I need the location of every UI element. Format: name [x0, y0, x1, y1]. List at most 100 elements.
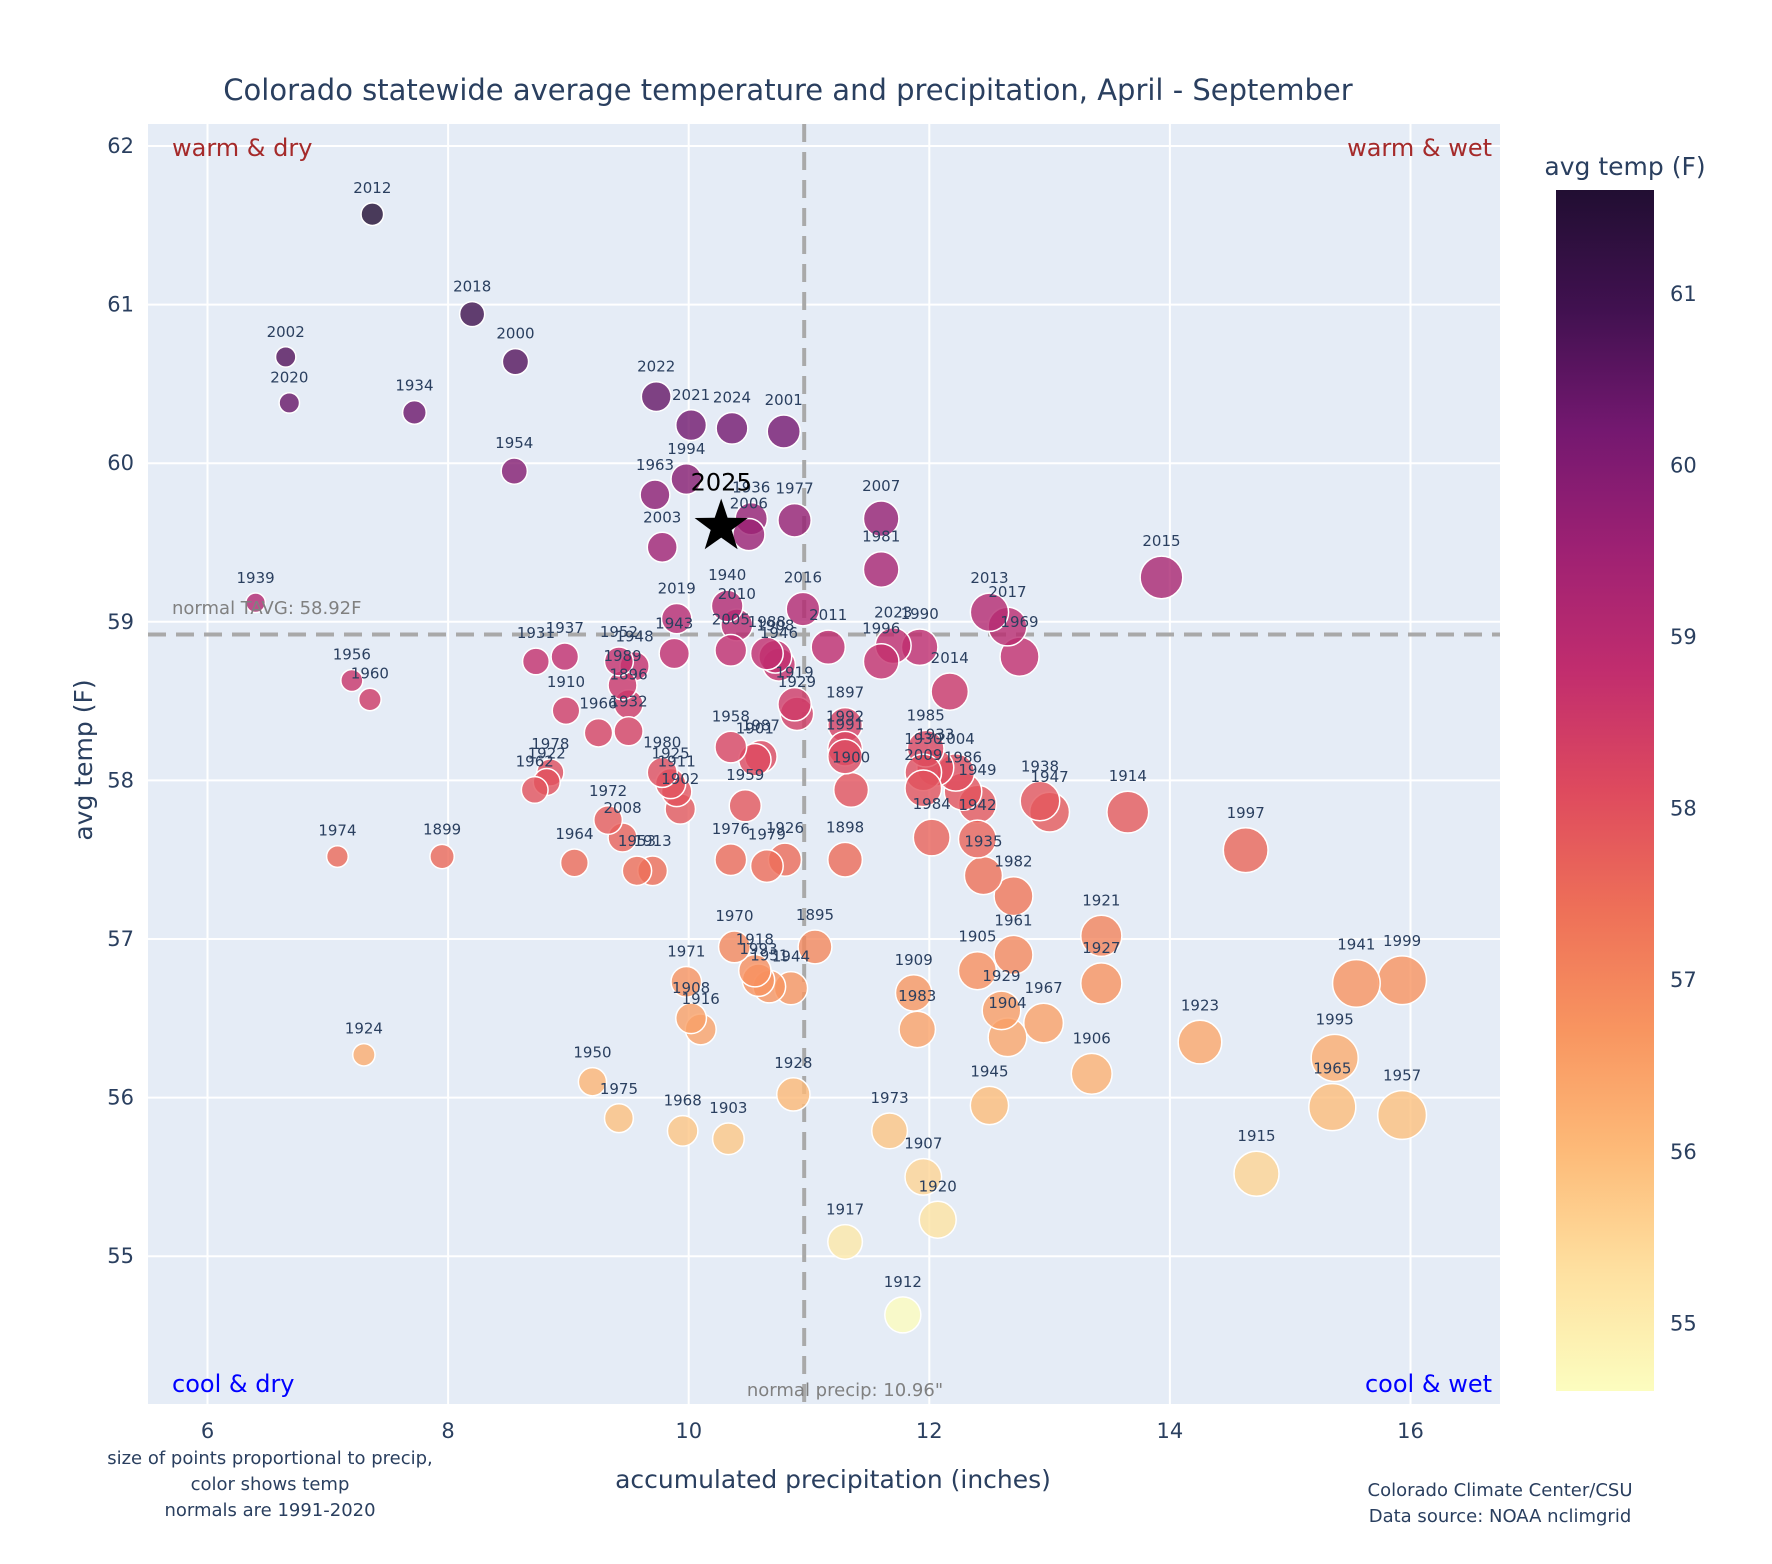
quadrant-label-warm-dry: warm & dry	[172, 134, 312, 162]
point-label: 1932	[609, 693, 647, 711]
point-1905	[957, 950, 998, 991]
point-1977	[777, 502, 812, 538]
point-label: 1910	[547, 673, 585, 691]
point-2019	[660, 602, 693, 635]
point-2022	[640, 380, 672, 413]
point-label: 1958	[712, 707, 750, 725]
point-label: 1922	[528, 744, 566, 762]
point-label: 1919	[775, 664, 813, 682]
point-2011	[810, 629, 847, 666]
point-1920	[918, 1200, 957, 1239]
point-label: 2001	[765, 391, 803, 409]
point-1983	[898, 1010, 937, 1049]
point-label: 1896	[609, 666, 647, 684]
point-label: 1934	[395, 377, 433, 395]
point-label: 1965	[1313, 1060, 1351, 1078]
point-label: 1933	[916, 725, 954, 743]
point-2003	[646, 531, 678, 563]
highlight-label: 2025	[691, 469, 752, 497]
point-label: 1945	[970, 1062, 1008, 1080]
point-label: 1978	[531, 735, 569, 753]
point-1965	[1308, 1082, 1357, 1132]
x-tick-label: 16	[1397, 1419, 1424, 1443]
point-label: 2006	[730, 495, 768, 513]
point-label: 2019	[658, 579, 696, 597]
point-1982	[993, 875, 1034, 917]
point-label: 1906	[1073, 1029, 1111, 1047]
point-1950	[577, 1066, 608, 1097]
point-1991	[827, 738, 864, 775]
point-label: 1967	[1024, 979, 1062, 997]
point-label: 1961	[994, 911, 1032, 929]
point-label: 1913	[634, 832, 672, 850]
point-1941	[1331, 958, 1381, 1008]
point-label: 1942	[958, 796, 996, 814]
footnote-left: size of points proportional to precip, c…	[107, 1448, 433, 1521]
point-label: 2011	[809, 606, 847, 624]
point-2018	[458, 300, 486, 328]
colorbar-tick-label: 56	[1670, 1140, 1697, 1164]
point-2012	[360, 202, 385, 227]
point-1984	[912, 818, 951, 857]
point-2001	[766, 414, 801, 449]
normal-precip-label: normal precip: 10.96"	[747, 1380, 943, 1401]
chart-title: Colorado statewide average temperature a…	[223, 73, 1352, 107]
point-label: 1994	[667, 440, 705, 458]
point-1974	[325, 844, 350, 869]
point-1976	[714, 843, 748, 877]
footnote-left-line-3: normals are 1991-2020	[164, 1500, 375, 1521]
point-1919	[777, 686, 812, 722]
point-label: 1949	[958, 761, 996, 779]
point-label: 1980	[643, 734, 681, 752]
point-1956	[340, 668, 364, 693]
point-1907	[904, 1157, 943, 1196]
x-axis-label: accumulated precipitation (inches)	[615, 1465, 1051, 1494]
point-label: 1960	[351, 664, 389, 682]
point-1900	[832, 771, 870, 809]
footnote-left-line-2: color shows temp	[191, 1474, 350, 1495]
point-label: 1947	[1031, 768, 1069, 786]
point-label: 2023	[874, 604, 912, 622]
point-label: 1950	[573, 1044, 611, 1062]
point-label: 1974	[318, 822, 356, 840]
point-1906	[1070, 1052, 1113, 1095]
point-label: 1905	[958, 928, 996, 946]
point-label: 1990	[901, 605, 939, 623]
colorbar-tick-label: 55	[1670, 1311, 1697, 1335]
point-label: 1971	[667, 943, 705, 961]
y-tick-label: 62	[107, 134, 134, 158]
colorbar-title: avg temp (F)	[1544, 152, 1705, 181]
point-1999	[1376, 955, 1428, 1006]
point-label: 1941	[1337, 936, 1375, 954]
point-label: 2014	[931, 649, 969, 667]
point-label: 1962	[516, 753, 554, 771]
point-label: 2004	[937, 730, 975, 748]
colorbar-tick-label: 60	[1670, 454, 1697, 478]
point-1979	[749, 848, 784, 884]
point-label: 1930	[904, 730, 942, 748]
point-label: 1956	[333, 645, 371, 663]
point-1923	[1177, 1019, 1223, 1065]
point-1996	[862, 642, 900, 680]
point-1942	[957, 819, 998, 859]
point-label: 1936	[732, 479, 770, 497]
point-label: 1935	[964, 833, 1002, 851]
point-label: 1979	[748, 826, 786, 844]
point-label: 1985	[907, 706, 945, 724]
point-2015	[1139, 555, 1184, 600]
point-1967	[1023, 1002, 1065, 1044]
point-label: 2009	[904, 746, 942, 764]
point-1912	[884, 1296, 922, 1334]
point-label: 1966	[579, 695, 617, 713]
point-label: 1996	[862, 620, 900, 638]
point-label: 1981	[862, 528, 900, 546]
point-label: 1993	[739, 940, 777, 958]
point-label: 1931	[517, 624, 555, 642]
point-1932	[613, 715, 644, 747]
point-1973	[870, 1112, 909, 1150]
point-2016	[785, 591, 821, 627]
y-tick-label: 55	[107, 1244, 134, 1268]
point-1959	[728, 789, 763, 823]
point-label: 1908	[672, 979, 710, 997]
point-label: 1927	[1082, 939, 1120, 957]
